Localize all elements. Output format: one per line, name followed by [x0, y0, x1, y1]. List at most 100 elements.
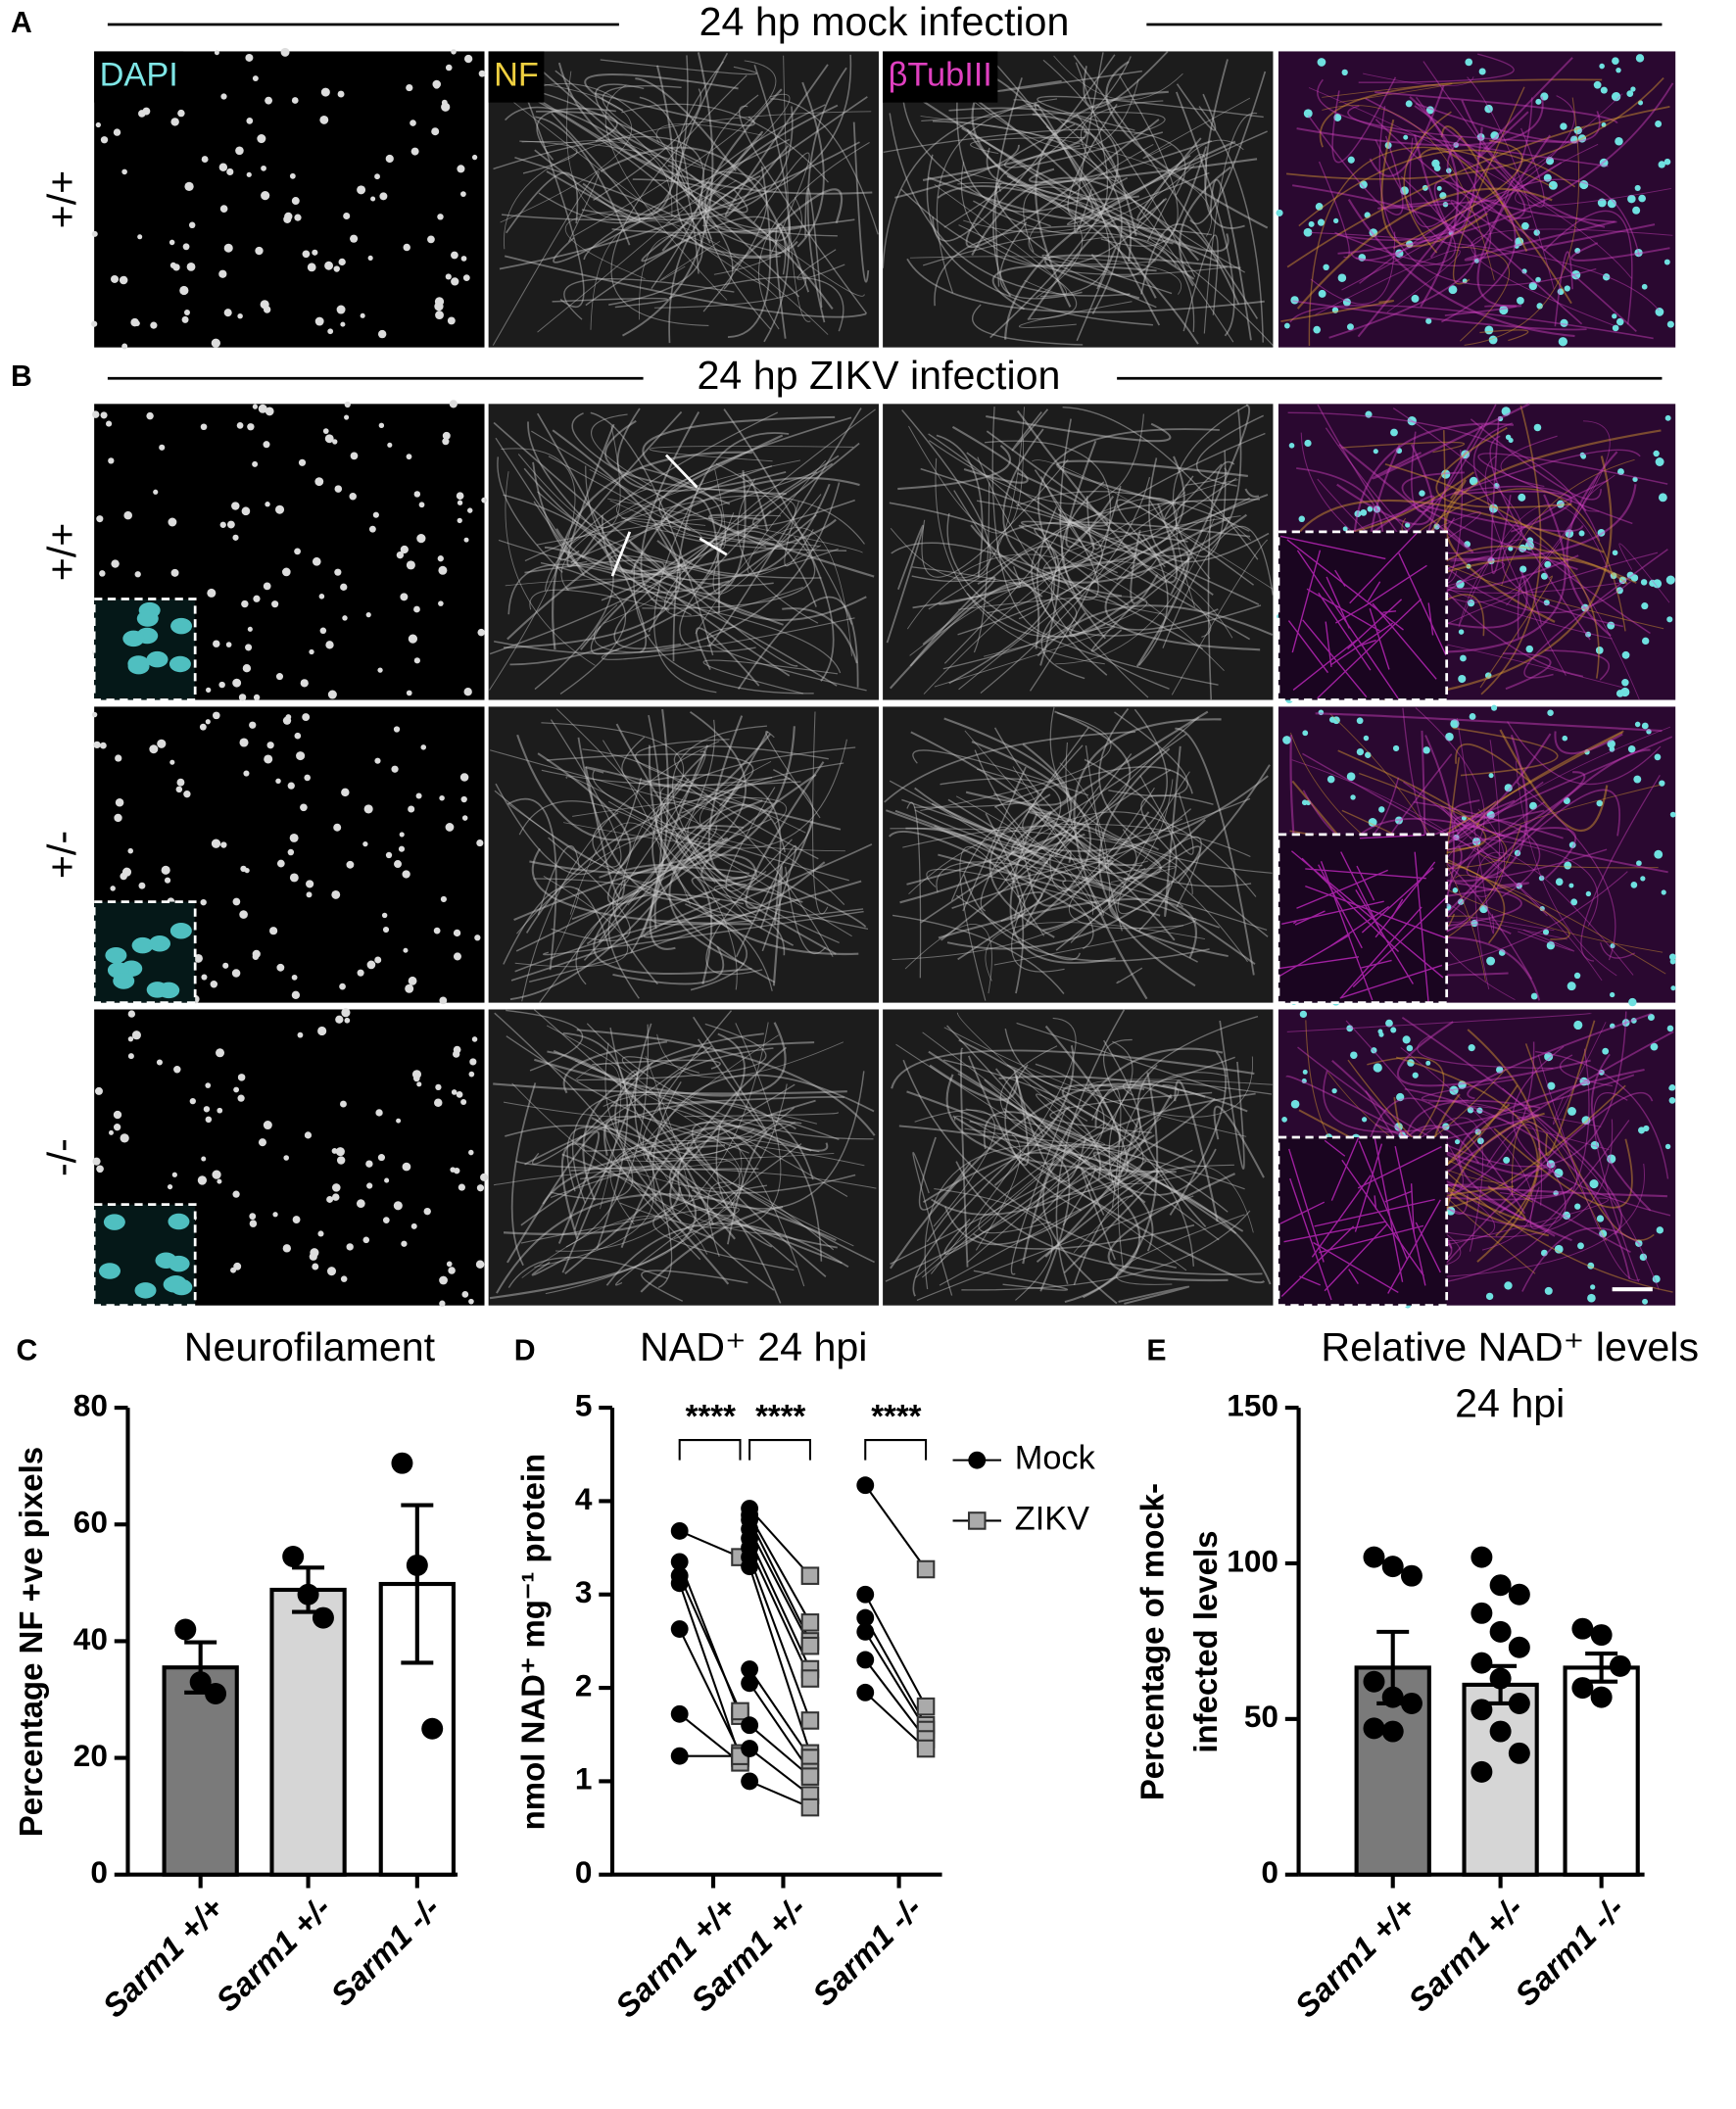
fiber [1467, 76, 1555, 290]
nucleus [457, 517, 462, 524]
fiber [1176, 91, 1235, 337]
fiber [1021, 520, 1188, 555]
fiber [590, 625, 651, 655]
nucleus [220, 841, 227, 848]
fiber [1031, 498, 1261, 676]
nucleus [131, 1031, 141, 1040]
nucleus [438, 565, 448, 575]
fiber [642, 415, 836, 505]
nucleus [1664, 1143, 1671, 1150]
fiber [1017, 472, 1109, 527]
fiber [1073, 1165, 1254, 1254]
fiber [1090, 603, 1135, 652]
fiber [1365, 97, 1517, 323]
fiber [604, 419, 787, 496]
fiber [995, 145, 1081, 253]
nucleus [1670, 985, 1676, 991]
nucleus [287, 782, 295, 790]
fiber [939, 1149, 1193, 1286]
fiber [920, 831, 1068, 941]
fiber [584, 766, 626, 899]
fiber [635, 739, 774, 805]
nucleus [245, 53, 254, 62]
nucleus [127, 1053, 134, 1060]
fiber [1055, 517, 1215, 665]
fiber [1535, 1050, 1669, 1179]
nucleus [1449, 1085, 1459, 1095]
data-point [1571, 1617, 1594, 1640]
fiber [675, 52, 781, 259]
nucleus [1603, 273, 1611, 281]
fiber [585, 465, 839, 581]
bracket [864, 1439, 928, 1461]
data-point [1471, 1760, 1493, 1783]
fiber [492, 84, 765, 286]
fiber [633, 561, 814, 695]
fiber [918, 1136, 972, 1211]
fiber [521, 1215, 708, 1278]
fiber [1377, 199, 1497, 210]
nucleus [1423, 746, 1430, 754]
y-tick-label: 20 [73, 1738, 108, 1773]
nucleus [396, 551, 405, 559]
fiber [524, 1101, 814, 1180]
fiber [912, 53, 1094, 220]
fiber [515, 825, 717, 952]
fiber [533, 1009, 735, 1217]
inset-fiber [1279, 535, 1386, 560]
inset-nucleus [168, 1255, 190, 1272]
data-point [1363, 1670, 1385, 1693]
fiber [514, 914, 786, 973]
nucleus [377, 329, 387, 339]
inset-fiber [1367, 581, 1381, 602]
mock-point [670, 1521, 689, 1540]
fiber [961, 126, 1230, 253]
micrograph [91, 706, 485, 1005]
fiber [1446, 789, 1620, 919]
fiber [957, 500, 1103, 636]
nucleus [340, 1275, 348, 1282]
fiber [1147, 153, 1208, 242]
data-point [1571, 1677, 1594, 1700]
fiber [574, 1060, 744, 1233]
fiber [506, 1009, 584, 1072]
fiber [972, 1223, 1195, 1250]
nucleus [243, 770, 250, 777]
nucleus [460, 795, 467, 803]
fiber [591, 413, 652, 487]
nucleus [297, 1031, 304, 1038]
nucleus [1610, 572, 1617, 580]
inset-fiber [1314, 1198, 1435, 1227]
nucleus [291, 197, 300, 206]
nucleus [442, 431, 451, 440]
nucleus [401, 1240, 408, 1247]
fiber [505, 78, 748, 214]
nucleus [1609, 746, 1615, 752]
fiber [1056, 459, 1248, 505]
arrow [610, 531, 632, 577]
fiber [566, 423, 615, 568]
channel-label: DAPI [100, 57, 178, 94]
fiber [577, 1023, 767, 1081]
fiber [1189, 71, 1267, 225]
nucleus [1627, 194, 1636, 204]
nucleus [384, 1177, 390, 1183]
fiber [1043, 455, 1185, 569]
channel-label: βTubIII [889, 57, 992, 94]
fiber [539, 750, 706, 1003]
nucleus [183, 310, 190, 316]
nucleus [239, 738, 249, 747]
fiber [648, 530, 817, 633]
nucleus [1518, 493, 1526, 502]
fiber [1004, 1064, 1083, 1212]
fiber [575, 818, 772, 985]
data-point [1590, 1624, 1613, 1647]
nucleus [456, 492, 464, 501]
nucleus [1584, 1079, 1591, 1085]
nucleus [176, 778, 185, 787]
nucleus [445, 823, 455, 832]
nucleus [150, 321, 158, 329]
fiber [1302, 752, 1502, 859]
fiber [621, 517, 820, 548]
channel-label-bg [488, 51, 545, 103]
